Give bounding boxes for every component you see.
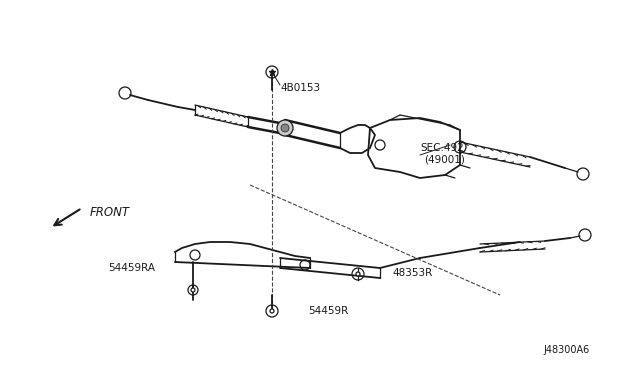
Text: J48300A6: J48300A6 — [544, 345, 590, 355]
Text: FRONT: FRONT — [90, 206, 130, 219]
Text: 4B0153: 4B0153 — [280, 83, 320, 93]
Text: SEC.492: SEC.492 — [420, 143, 464, 153]
Circle shape — [270, 309, 274, 313]
Text: 48353R: 48353R — [392, 268, 432, 278]
Text: 54459RA: 54459RA — [108, 263, 155, 273]
Circle shape — [191, 288, 195, 292]
Text: (49001): (49001) — [424, 155, 465, 165]
Circle shape — [277, 120, 293, 136]
Circle shape — [281, 124, 289, 132]
Circle shape — [356, 272, 360, 276]
Text: 54459R: 54459R — [308, 306, 348, 316]
